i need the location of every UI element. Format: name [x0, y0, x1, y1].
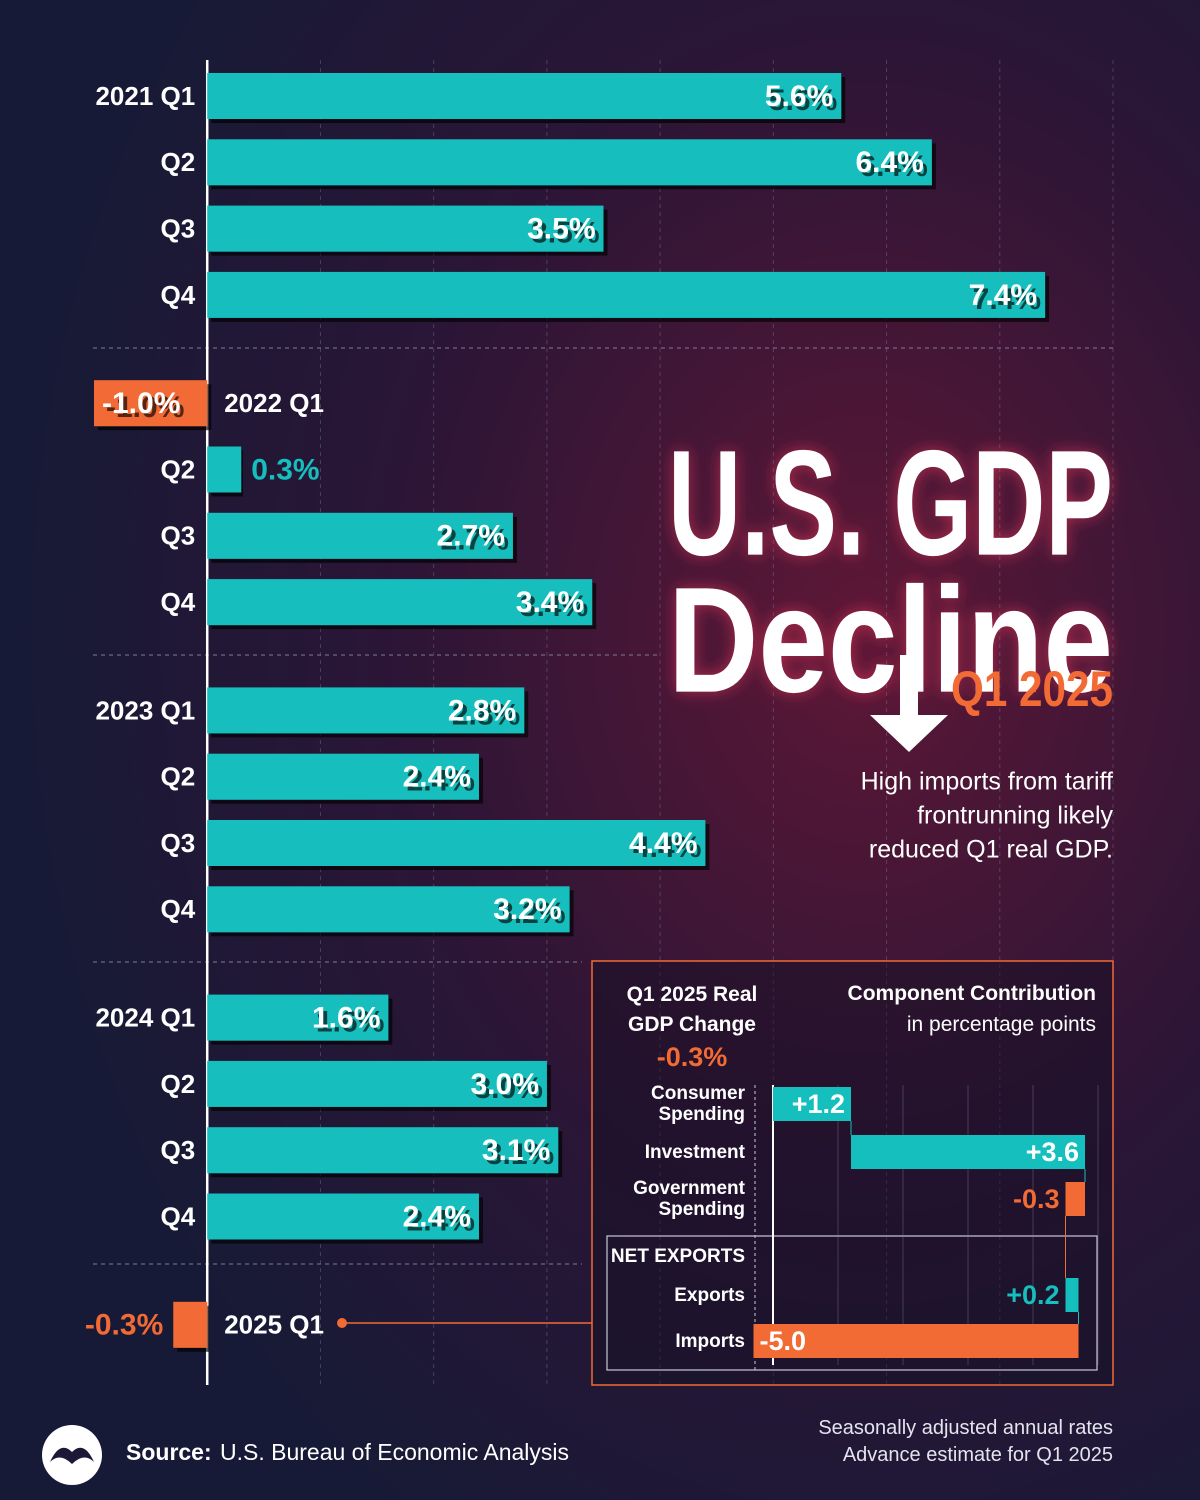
value-label: +3.6: [1026, 1137, 1079, 1167]
value-label: 3.4%: [516, 586, 584, 619]
logo: [42, 1425, 102, 1485]
chart-subtitle: Q1 2025: [951, 661, 1113, 717]
bar: [207, 1060, 547, 1107]
layer: 2021 Q1 5.6% Q2 6.4% Q3 3.5% Q4 7.4% 2022 Q1 -1.0…: [85, 60, 1114, 1386]
inset-title: Q1 2025 Real GDP Change: [626, 983, 758, 1036]
bar: [1065, 1182, 1085, 1216]
value-label: 2.8%: [448, 694, 516, 727]
bar: [207, 139, 932, 186]
y-tick-label: Q2: [161, 454, 196, 484]
bar: [207, 687, 525, 734]
bar: [173, 1301, 208, 1348]
bar: [1065, 1278, 1079, 1312]
inset-frame: [591, 960, 1114, 1386]
y-tick-label: Q3: [161, 521, 196, 551]
category-label: Exports: [674, 1284, 745, 1306]
value-label: 3.2%: [493, 893, 561, 926]
y-tick-label: Q2: [161, 762, 196, 792]
y-tick-label: Q4: [161, 280, 196, 310]
bar: [207, 820, 706, 866]
source: U.S. Bureau of Economic Analysis: [220, 1439, 569, 1465]
bar: [207, 205, 604, 252]
source: Source:: [126, 1439, 212, 1465]
value-label: 2.4%: [403, 761, 471, 794]
value-label: -5.0: [760, 1326, 807, 1356]
value-label: 2.7%: [437, 520, 505, 553]
value-label: 6.4%: [855, 146, 923, 179]
y-tick-label: Q2: [161, 147, 196, 177]
y-tick-label: 2021 Q1: [95, 81, 195, 111]
value-label: -0.3%: [85, 1309, 163, 1342]
value-label: 5.6%: [765, 80, 833, 113]
category-label: Investment: [644, 1141, 745, 1163]
value-label: 1.6%: [312, 1002, 380, 1035]
y-tick-label: Q3: [161, 213, 196, 243]
bar: [851, 1135, 1085, 1169]
annotation: frontrunning likely: [917, 802, 1113, 830]
bar: [94, 380, 208, 427]
y-tick-label: Q2: [161, 1069, 196, 1099]
value-label: 2.4%: [403, 1200, 471, 1233]
value-label: -1.0%: [102, 387, 180, 420]
y-tick-label: 2025 Q1: [224, 1310, 324, 1340]
y-tick-label: Q4: [161, 894, 196, 924]
bar: [207, 73, 842, 119]
bar: [207, 579, 593, 626]
bar: [753, 1324, 1079, 1358]
value-label: 3.5%: [527, 213, 595, 246]
chart-title: U.S. GDP: [668, 419, 1113, 587]
bar: [207, 446, 242, 493]
annotation: reduced Q1 real GDP.: [869, 836, 1113, 864]
value-label: 3.1%: [482, 1134, 550, 1167]
bar: [207, 271, 1046, 318]
y-tick-label: 2023 Q1: [95, 695, 195, 725]
connector-dot: [337, 1318, 347, 1328]
value-label: 3.0%: [470, 1068, 538, 1101]
note: Seasonally adjusted annual rates: [818, 1417, 1113, 1439]
group-label: NET EXPORTS: [610, 1246, 745, 1267]
y-tick-label: Q4: [161, 587, 196, 617]
inset-subtitle: in percentage points: [906, 1013, 1096, 1036]
bar: [207, 886, 570, 933]
category-label: Consumer Spending: [651, 1083, 745, 1125]
category-label: Government Spending: [633, 1178, 745, 1220]
bar: [207, 753, 479, 800]
y-tick-label: Q3: [161, 828, 196, 858]
y-tick-label: 2024 Q1: [95, 1002, 195, 1032]
y-tick-label: Q4: [161, 1201, 196, 1231]
y-tick-label: Q3: [161, 1135, 196, 1165]
inset-subtitle: Component Contribution: [847, 982, 1096, 1005]
value-label: 4.4%: [629, 827, 697, 860]
group-frame: [606, 1235, 1098, 1371]
bar: [207, 1127, 559, 1174]
value-label: -0.3: [1013, 1184, 1060, 1214]
value-label: +1.2: [792, 1089, 845, 1119]
bar: [207, 994, 389, 1041]
note: Advance estimate for Q1 2025: [842, 1444, 1113, 1466]
value-label: +0.2: [1006, 1280, 1059, 1310]
annotation: High imports from tariff: [861, 768, 1113, 796]
decline-arrow: [870, 655, 948, 752]
bar: [207, 512, 513, 559]
value-label: 7.4%: [969, 279, 1037, 312]
y-tick-label: 2022 Q1: [224, 388, 324, 418]
value-label: 0.3%: [251, 453, 319, 486]
chart-title: Decline: [668, 556, 1113, 724]
category-label: Imports: [675, 1330, 745, 1352]
bar: [207, 1193, 479, 1240]
inset-total: -0.3%: [656, 1042, 728, 1072]
bar: [773, 1087, 851, 1121]
